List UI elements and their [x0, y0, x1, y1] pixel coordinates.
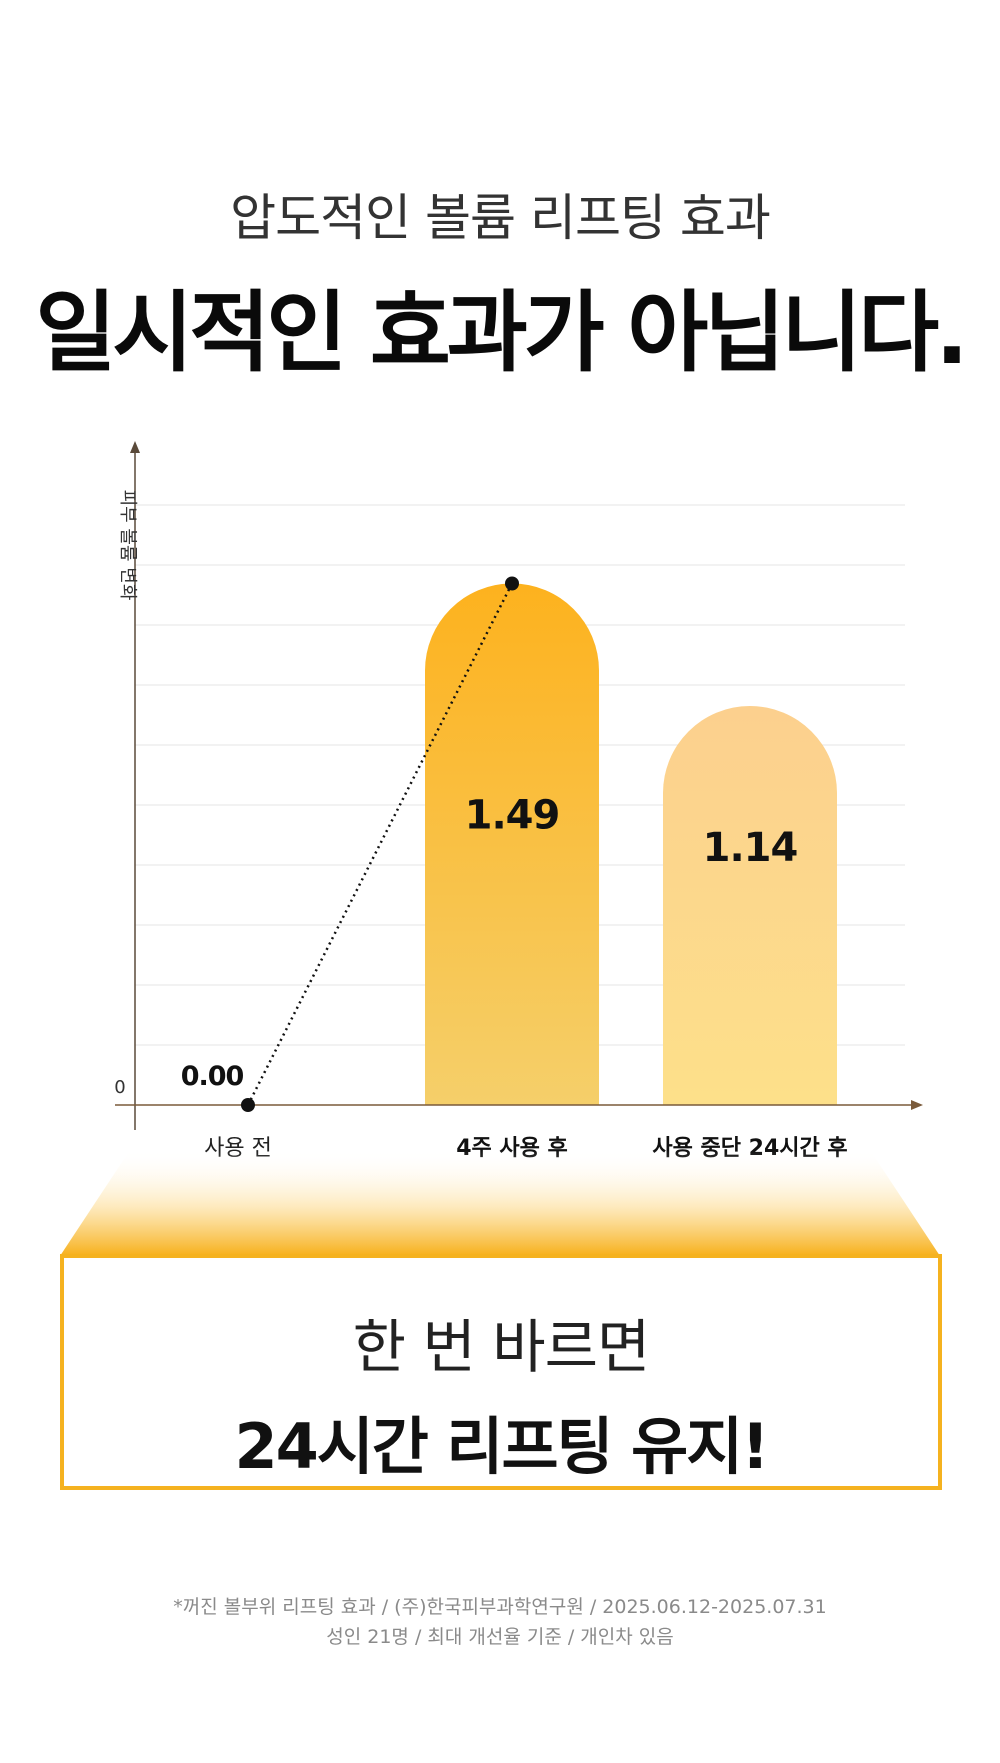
- x-axis-arrow-icon: [911, 1100, 923, 1110]
- trend-line: [246, 582, 514, 1106]
- callout-line1: 한 번 바르면: [352, 1313, 651, 1381]
- y-axis-arrow-icon: [130, 441, 140, 453]
- bar-chart: 피부 볼륨 변화 0 0.00 1.49 1.14: [114, 441, 923, 1130]
- y-axis-label: 피부 볼륨 변화: [117, 490, 138, 601]
- bar-2: [663, 706, 837, 1105]
- data-point-0: [241, 1098, 255, 1112]
- callout-glow: [60, 1150, 940, 1256]
- y-tick-label: 0: [114, 1077, 125, 1098]
- callout-line2: 24시간 리프팅 유지!: [234, 1410, 769, 1483]
- subtitle: 압도적인 볼륨 리프팅 효과: [230, 189, 771, 247]
- bar-1: [425, 583, 599, 1105]
- callout-box: 한 번 바르면 24시간 리프팅 유지!: [60, 1254, 942, 1490]
- value-label-2: 1.14: [703, 825, 798, 871]
- data-point-1: [505, 576, 519, 591]
- footnote-line1: *꺼진 볼부위 리프팅 효과 / (주)한국피부과학연구원 / 2025.06.…: [173, 1596, 827, 1618]
- page-title: 일시적인 효과가 아닙니다.: [35, 281, 968, 384]
- value-label-0: 0.00: [181, 1061, 244, 1092]
- footnote-line2: 성인 21명 / 최대 개선율 기준 / 개인차 있음: [326, 1626, 674, 1648]
- value-label-1: 1.49: [465, 793, 560, 839]
